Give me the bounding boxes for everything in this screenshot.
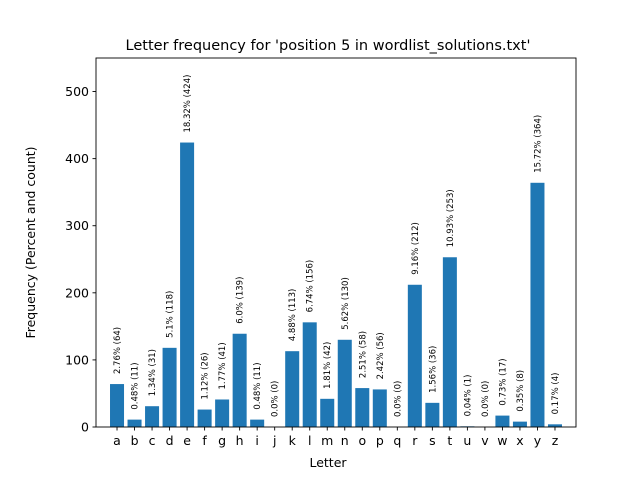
bar-o xyxy=(355,388,370,427)
data-label-s: 1.56% (36) xyxy=(428,346,438,393)
x-tick-label-c: c xyxy=(149,433,156,448)
x-tick-label-j: j xyxy=(272,433,276,448)
y-tick-label-100: 100 xyxy=(65,352,89,367)
data-label-z: 0.17% (4) xyxy=(551,373,561,415)
data-labels-group: 2.76% (64) 0.48% (11) 1.34% (31) 5.1% (118)… xyxy=(113,75,561,417)
bar-d xyxy=(162,347,177,427)
y-axis-label: Frequency (Percent and count) xyxy=(23,146,38,338)
x-tick-label-i: i xyxy=(255,433,258,448)
x-tick-label-a: a xyxy=(113,433,121,448)
data-label-i: 0.48% (11) xyxy=(253,362,263,409)
data-label-k: 4.88% (113) xyxy=(288,289,298,342)
bar-s xyxy=(425,402,440,427)
data-label-x: 0.35% (8) xyxy=(516,370,526,412)
data-label-q: 0.0% (0) xyxy=(393,381,403,417)
y-tick-label-500: 500 xyxy=(65,84,89,99)
bar-y xyxy=(530,182,545,427)
y-tick-label-200: 200 xyxy=(65,285,89,300)
x-tick-label-l: l xyxy=(308,433,311,448)
data-label-a: 2.76% (64) xyxy=(113,327,123,374)
x-tick-label-y: y xyxy=(534,433,542,448)
bar-g xyxy=(215,399,230,427)
x-tick-label-k: k xyxy=(289,433,297,448)
bar-m xyxy=(320,398,335,427)
x-tick-label-g: g xyxy=(218,433,226,448)
x-tick-label-h: h xyxy=(236,433,244,448)
data-label-o: 2.51% (58) xyxy=(358,331,368,378)
data-label-r: 9.16% (212) xyxy=(411,222,421,275)
x-axis-label: Letter xyxy=(309,455,347,470)
data-label-b: 0.48% (11) xyxy=(131,362,141,409)
y-tick-label-0: 0 xyxy=(81,420,89,435)
bar-h xyxy=(232,333,247,427)
data-label-e: 18.32% (424) xyxy=(183,75,193,133)
data-label-d: 5.1% (118) xyxy=(166,291,176,338)
x-tick-label-b: b xyxy=(131,433,139,448)
bar-l xyxy=(302,322,317,427)
data-label-v: 0.0% (0) xyxy=(481,381,491,417)
bar-t xyxy=(442,257,457,427)
y-tick-label-400: 400 xyxy=(65,151,89,166)
bar-w xyxy=(495,415,510,427)
x-tick-label-r: r xyxy=(412,433,418,448)
data-label-w: 0.73% (17) xyxy=(498,358,508,405)
bar-z xyxy=(547,424,562,427)
y-tick-label-300: 300 xyxy=(65,218,89,233)
data-label-f: 1.12% (26) xyxy=(201,352,211,399)
data-label-t: 10.93% (253) xyxy=(446,189,456,247)
data-label-y: 15.72% (364) xyxy=(533,115,543,173)
x-tick-label-w: w xyxy=(497,433,507,448)
data-label-g: 1.77% (41) xyxy=(218,342,228,389)
x-tick-label-n: n xyxy=(341,433,349,448)
bar-f xyxy=(197,409,212,427)
x-tick-label-v: v xyxy=(481,433,489,448)
data-label-h: 6.0% (139) xyxy=(236,277,246,324)
bar-x xyxy=(512,421,527,427)
chart-title: Letter frequency for 'position 5 in word… xyxy=(126,38,531,54)
x-tick-label-t: t xyxy=(447,433,452,448)
plot-frame xyxy=(95,57,577,428)
bar-n xyxy=(337,339,352,427)
data-label-p: 2.42% (56) xyxy=(376,332,386,379)
data-label-l: 6.74% (156) xyxy=(306,260,316,313)
bar-e xyxy=(180,142,195,427)
x-tick-label-o: o xyxy=(358,433,366,448)
x-tick-label-z: z xyxy=(552,433,559,448)
data-label-c: 1.34% (31) xyxy=(148,349,158,396)
bars-group xyxy=(110,142,562,427)
x-tick-label-e: e xyxy=(183,433,191,448)
bar-a xyxy=(110,384,125,427)
x-tick-label-q: q xyxy=(393,433,401,448)
bar-b xyxy=(127,419,142,427)
bar-c xyxy=(145,406,160,427)
x-tick-label-u: u xyxy=(463,433,471,448)
bar-p xyxy=(372,389,387,427)
x-tick-label-x: x xyxy=(516,433,523,448)
bar-k xyxy=(285,351,300,427)
data-label-u: 0.04% (1) xyxy=(463,375,473,417)
data-label-j: 0.0% (0) xyxy=(271,381,281,417)
data-label-n: 5.62% (130) xyxy=(341,277,351,330)
x-tick-label-p: p xyxy=(376,433,384,448)
y-axis: 0 100 200 300 400 500 xyxy=(65,84,96,435)
x-tick-label-d: d xyxy=(166,433,174,448)
bar-i xyxy=(250,419,265,427)
x-tick-label-m: m xyxy=(321,433,333,448)
bar-r xyxy=(407,284,422,427)
x-tick-label-f: f xyxy=(202,433,207,448)
x-tick-label-s: s xyxy=(429,433,436,448)
data-label-m: 1.81% (42) xyxy=(323,342,333,389)
